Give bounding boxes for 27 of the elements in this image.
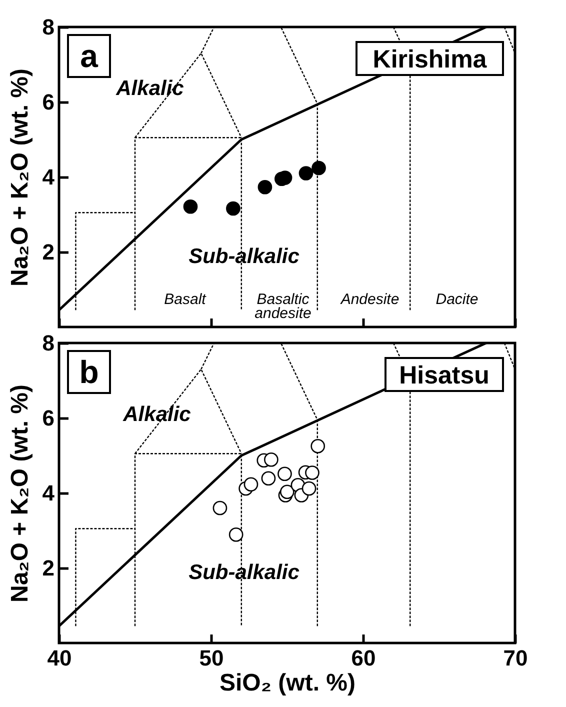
text: Hisatsu bbox=[399, 362, 490, 390]
annotation: Sub-alkalic bbox=[188, 561, 300, 584]
annotation: Basalt bbox=[164, 291, 207, 308]
y-axis-title: Na₂O + K₂O (wt. %) bbox=[6, 384, 34, 603]
y-tick-label: 8 bbox=[42, 330, 54, 356]
x-tick-label: 50 bbox=[199, 646, 224, 670]
annotation: Alkalic bbox=[122, 403, 192, 426]
y-tick-label: 4 bbox=[42, 480, 56, 506]
y-tick-label: 6 bbox=[42, 406, 54, 430]
y-tick-label: 4 bbox=[42, 164, 56, 190]
x-tick-label: 60 bbox=[351, 646, 376, 670]
annotation: a bbox=[80, 38, 98, 74]
text: Kirishima bbox=[372, 46, 488, 74]
y-tick-label: 2 bbox=[42, 556, 54, 580]
x-tick-label: 70 bbox=[503, 646, 528, 670]
y-tick-label: 6 bbox=[42, 90, 54, 114]
annotation: Alkalic bbox=[115, 77, 184, 100]
annotation: Basaltic andesite bbox=[254, 291, 312, 322]
x-tick-label: 40 bbox=[47, 646, 72, 670]
y-tick-label: 2 bbox=[42, 240, 54, 264]
annotation: Dacite bbox=[436, 291, 478, 308]
annotation: b bbox=[79, 354, 99, 390]
y-tick-label: 8 bbox=[42, 14, 54, 40]
annotation: Andesite bbox=[340, 291, 400, 308]
x-axis-title: SiO₂ (wt. %) bbox=[220, 670, 356, 696]
y-axis-title: Na₂O + K₂O (wt. %) bbox=[6, 68, 34, 287]
annotation: Sub-alkalic bbox=[188, 245, 300, 268]
